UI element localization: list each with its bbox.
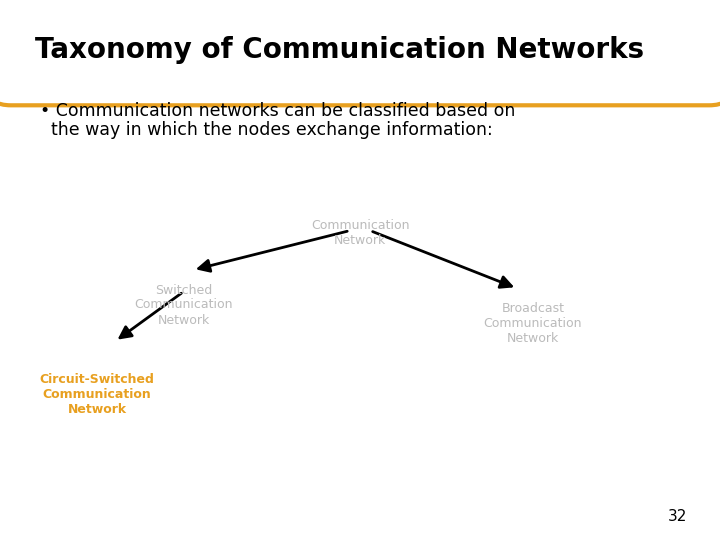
Text: Circuit-Switched
Communication
Network: Circuit-Switched Communication Network xyxy=(40,373,155,416)
Text: • Communication networks can be classified based on: • Communication networks can be classifi… xyxy=(40,102,515,120)
Text: 32: 32 xyxy=(668,509,688,524)
Text: the way in which the nodes exchange information:: the way in which the nodes exchange info… xyxy=(40,120,492,139)
Text: Switched
Communication
Network: Switched Communication Network xyxy=(135,284,233,327)
Text: Taxonomy of Communication Networks: Taxonomy of Communication Networks xyxy=(35,36,644,64)
FancyBboxPatch shape xyxy=(0,0,720,105)
Text: Communication
Network: Communication Network xyxy=(311,219,409,247)
Text: Broadcast
Communication
Network: Broadcast Communication Network xyxy=(484,302,582,346)
